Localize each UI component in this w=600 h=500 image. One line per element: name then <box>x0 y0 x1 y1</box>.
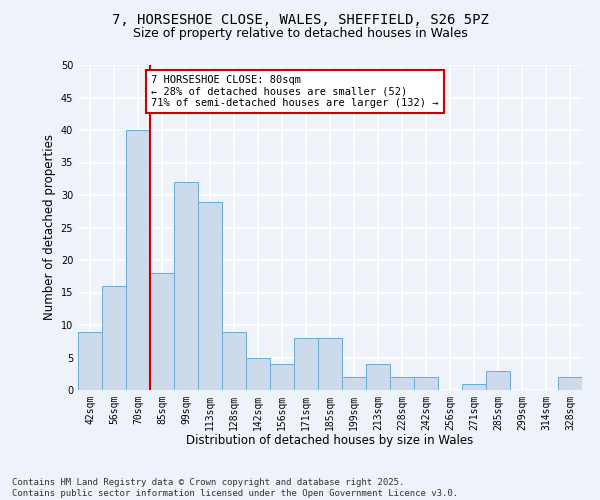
Bar <box>174 182 198 390</box>
Bar <box>246 358 270 390</box>
Text: 7, HORSESHOE CLOSE, WALES, SHEFFIELD, S26 5PZ: 7, HORSESHOE CLOSE, WALES, SHEFFIELD, S2… <box>112 12 488 26</box>
Bar <box>486 370 510 390</box>
Bar <box>270 364 294 390</box>
Bar <box>126 130 150 390</box>
Y-axis label: Number of detached properties: Number of detached properties <box>43 134 56 320</box>
Bar <box>366 364 390 390</box>
Bar <box>150 273 174 390</box>
Bar <box>390 377 414 390</box>
Bar <box>558 377 582 390</box>
X-axis label: Distribution of detached houses by size in Wales: Distribution of detached houses by size … <box>187 434 473 448</box>
Bar <box>318 338 342 390</box>
Bar <box>462 384 486 390</box>
Bar <box>342 377 366 390</box>
Bar <box>414 377 438 390</box>
Bar <box>198 202 222 390</box>
Bar <box>222 332 246 390</box>
Text: Contains HM Land Registry data © Crown copyright and database right 2025.
Contai: Contains HM Land Registry data © Crown c… <box>12 478 458 498</box>
Bar <box>294 338 318 390</box>
Text: 7 HORSESHOE CLOSE: 80sqm
← 28% of detached houses are smaller (52)
71% of semi-d: 7 HORSESHOE CLOSE: 80sqm ← 28% of detach… <box>151 74 439 108</box>
Bar <box>102 286 126 390</box>
Text: Size of property relative to detached houses in Wales: Size of property relative to detached ho… <box>133 28 467 40</box>
Bar <box>78 332 102 390</box>
